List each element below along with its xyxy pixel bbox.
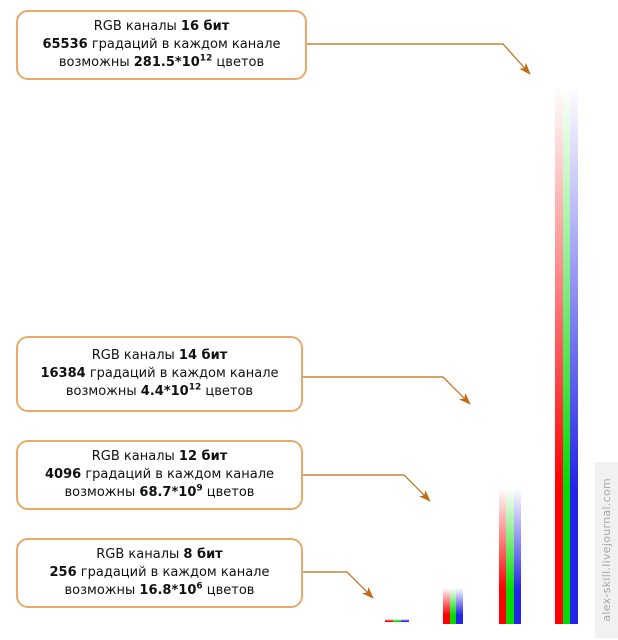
box-14bit-line1: RGB каналы 14 бит xyxy=(91,348,228,363)
box-8bit-line3: возможны 16.8*106 цветов xyxy=(64,581,255,598)
green-stripe xyxy=(562,86,571,624)
blue-stripe xyxy=(456,588,464,624)
red-stripe xyxy=(385,619,393,622)
info-box-8bit: RGB каналы 8 бит 256 градаций в каждом к… xyxy=(16,538,303,608)
box-12bit-line3: возможны 68.7*109 цветов xyxy=(64,483,255,500)
box-12bit-line2: 4096 градаций в каждом канале xyxy=(45,467,274,482)
info-box-12bit: RGB каналы 12 бит 4096 градаций в каждом… xyxy=(16,440,303,510)
exponent: 6 xyxy=(196,581,203,592)
box-8bit-line1: RGB каналы 8 бит xyxy=(96,547,223,562)
box-12bit-line1: RGB каналы 12 бит xyxy=(91,449,228,464)
red-stripe xyxy=(499,488,507,624)
green-stripe xyxy=(393,619,401,622)
box-8bit-line2: 256 градаций в каждом канале xyxy=(49,565,270,580)
blue-stripe xyxy=(401,619,409,622)
blue-stripe xyxy=(570,86,579,624)
green-stripe xyxy=(506,488,514,624)
exponent: 12 xyxy=(188,382,202,393)
info-box-16bit: RGB каналы 16 бит 65536 градаций в каждо… xyxy=(16,10,307,80)
exponent: 9 xyxy=(196,483,203,494)
red-stripe xyxy=(555,86,563,624)
arrow-12bit xyxy=(303,474,431,502)
exponent: 12 xyxy=(199,53,213,64)
bar-14bit xyxy=(499,488,521,624)
green-stripe xyxy=(449,588,457,624)
blue-stripe xyxy=(513,488,521,624)
box-14bit-line2: 16384 градаций в каждом канале xyxy=(40,366,279,381)
box-14bit-line3: возможны 4.4*1012 цветов xyxy=(65,382,254,399)
arrow-8bit xyxy=(303,571,374,599)
bar-12bit xyxy=(443,588,464,624)
watermark: alex-skill.livejournal.com xyxy=(595,462,618,638)
box-16bit-line1: RGB каналы 16 бит xyxy=(93,19,230,34)
box-16bit-line3: возможны 281.5*1012 цветов xyxy=(58,53,265,70)
box-16bit-line2: 65536 градаций в каждом канале xyxy=(42,37,281,52)
bar-16bit xyxy=(555,86,579,624)
watermark-text: alex-skill.livejournal.com xyxy=(600,478,613,622)
arrow-14bit xyxy=(303,376,471,405)
red-stripe xyxy=(443,588,450,624)
arrow-16bit xyxy=(307,43,531,75)
info-box-14bit: RGB каналы 14 бит 16384 градаций в каждо… xyxy=(16,336,303,412)
bar-8bit xyxy=(385,619,409,622)
